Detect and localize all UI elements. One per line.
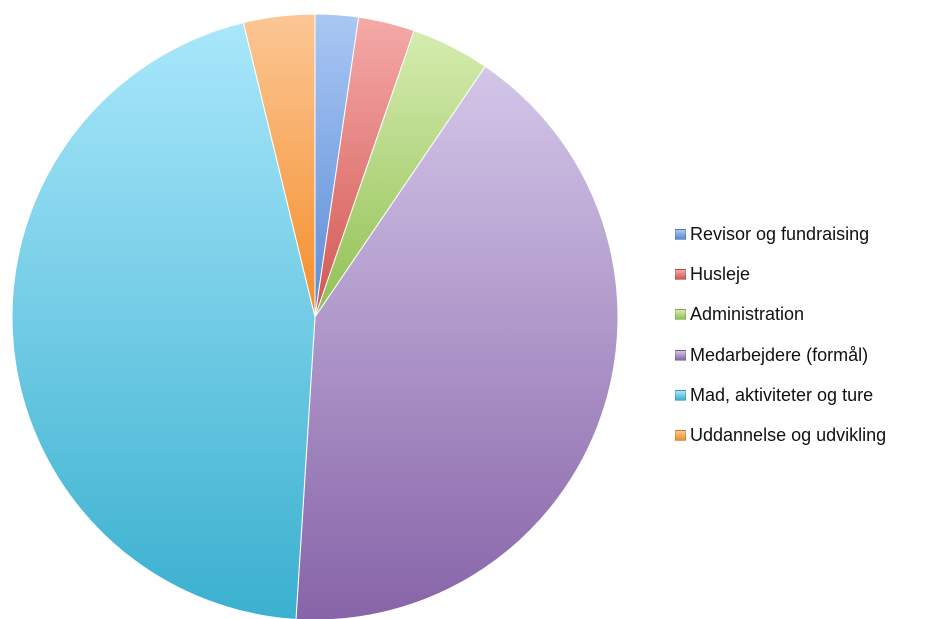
- legend-label: Revisor og fundraising: [690, 224, 870, 244]
- legend-item: Uddannelse og udvikling: [675, 424, 887, 445]
- legend-swatch: [675, 389, 686, 401]
- legend-label: Administration: [690, 304, 805, 325]
- legend-swatch: [675, 429, 686, 441]
- pie-slice: [242, 13, 316, 318]
- pie-slice: [11, 21, 316, 619]
- legend: Revisor og fundraising Husleje Administrat…: [675, 224, 887, 466]
- legend-swatch: [675, 309, 686, 321]
- legend-swatch: [675, 349, 686, 361]
- legend-label: Husleje: [690, 264, 751, 285]
- pie-slice: [295, 65, 619, 619]
- legend-swatch: [675, 269, 686, 281]
- legend-item: Administration: [675, 304, 886, 325]
- legend-swatch: [675, 229, 686, 240]
- legend-label: Medarbejdere (formål): [690, 344, 869, 365]
- legend-item: Mad, aktiviteter og ture: [675, 384, 886, 405]
- legend-label: Mad, aktiviteter og ture: [690, 384, 874, 405]
- legend-label: Uddannelse og udvikling: [690, 424, 887, 445]
- legend-item: Husleje: [675, 264, 886, 285]
- legend-item: Revisor og fundraising: [675, 224, 886, 244]
- legend-item: Medarbejdere (formål): [675, 344, 886, 365]
